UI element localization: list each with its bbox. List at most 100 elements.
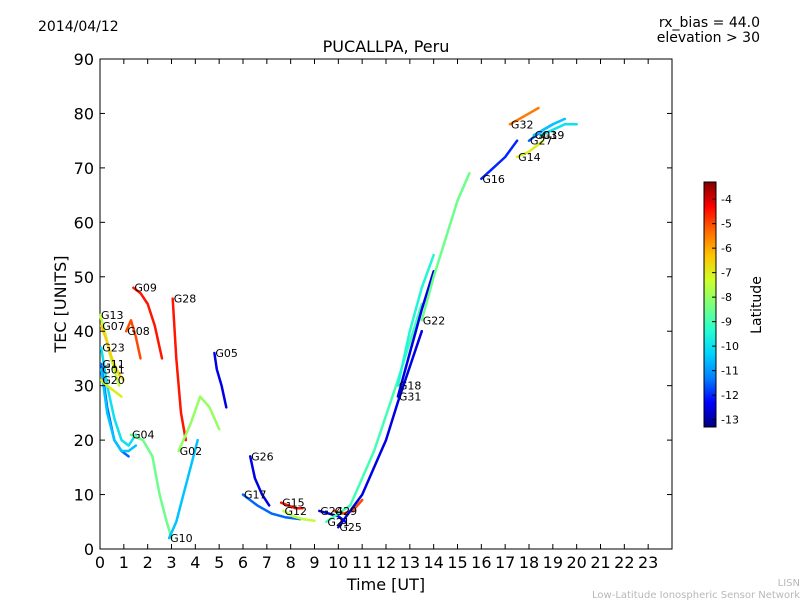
chart-title: PUCALLPA, Peru xyxy=(323,37,450,56)
series-line-g31 xyxy=(396,270,435,398)
series-label-g05: G05 xyxy=(215,347,238,360)
series-label-g21: G21 xyxy=(327,516,350,529)
series-line-g07 xyxy=(99,324,126,382)
colorbar: -4 -5 -6 -7 -8 -9 -10 -11 -12 -13 Latitude xyxy=(703,181,765,428)
x-tick-label: 15 xyxy=(447,553,467,572)
y-tick-label: 70 xyxy=(74,159,94,178)
colorbar-tick-label: -11 xyxy=(721,365,739,378)
series-line-g23 xyxy=(99,346,138,447)
colorbar-tick-label: -5 xyxy=(721,218,732,231)
x-tick-label: 23 xyxy=(638,553,658,572)
y-tick-label: 10 xyxy=(74,486,94,505)
series-label-g28: G28 xyxy=(174,293,197,306)
footer-network: Low-Latitude Ionospheric Sensor Network xyxy=(592,590,800,600)
series-line-g20 xyxy=(99,378,123,398)
x-tick-label: 12 xyxy=(376,553,396,572)
series-line-g03 xyxy=(532,117,567,137)
x-tick-label: 11 xyxy=(352,553,372,572)
series-line-g08 xyxy=(124,319,142,360)
x-tick-label: 17 xyxy=(495,553,515,572)
colorbar-label: Latitude xyxy=(749,276,765,334)
series-label-g08: G08 xyxy=(127,325,150,338)
y-tick-label: 80 xyxy=(74,104,94,123)
y-tick-label: 60 xyxy=(74,213,94,232)
series-label-g18: G18 xyxy=(399,380,422,393)
series-line-g28 xyxy=(171,297,188,442)
x-tick-label: 8 xyxy=(286,553,296,572)
series-line-g26 xyxy=(248,455,271,507)
series-label-g13: G13 xyxy=(101,309,124,322)
series-label-g17: G17 xyxy=(244,489,267,502)
x-tick-label: 10 xyxy=(328,553,348,572)
date-label: 2014/04/12 xyxy=(38,19,119,35)
series-label-g29: G29 xyxy=(335,505,358,518)
x-tick-label: 14 xyxy=(423,553,443,572)
x-tick-label: 1 xyxy=(119,553,129,572)
series-label-g12: G12 xyxy=(285,505,308,518)
series-label-g23: G23 xyxy=(102,342,125,355)
y-tick-label: 30 xyxy=(74,377,94,396)
series-line-g09 xyxy=(132,286,164,360)
series-line-g32 xyxy=(508,106,540,126)
series-line-g15 xyxy=(279,501,304,510)
y-tick-label: 40 xyxy=(74,322,94,341)
colorbar-tick-label: -7 xyxy=(721,267,732,280)
series-label-g15: G15 xyxy=(282,497,305,510)
series-line-g22 xyxy=(420,172,471,322)
series-label-g11: G11 xyxy=(102,358,125,371)
series-label-g25: G25 xyxy=(339,521,362,534)
x-tick-label: 6 xyxy=(238,553,248,572)
colorbar-tick-label: -12 xyxy=(721,389,739,402)
series-label-g19: G19 xyxy=(542,129,565,142)
series-label-g04: G04 xyxy=(132,429,155,442)
series-label-g02: G02 xyxy=(180,445,203,458)
x-tick-label: 18 xyxy=(519,553,539,572)
series-label-g20: G20 xyxy=(102,374,125,387)
colorbar-tick-label: -4 xyxy=(721,193,732,206)
y-tick-label: 50 xyxy=(74,268,94,287)
colorbar-gradient xyxy=(703,181,717,428)
series-line-g18 xyxy=(396,253,435,387)
y-tick-label: 0 xyxy=(84,540,94,559)
series-label-g31: G31 xyxy=(399,391,422,404)
series-line-g10 xyxy=(167,438,199,540)
rx-bias-label: rx_bias = 44.0 xyxy=(659,15,760,31)
series-line-g12 xyxy=(282,509,316,522)
series-line-g14 xyxy=(515,139,545,159)
series-line-g25 xyxy=(337,329,424,529)
elevation-label: elevation > 30 xyxy=(657,30,760,46)
plot-frame xyxy=(99,58,673,550)
series-label-g22: G22 xyxy=(423,314,446,327)
footer-lisn: LISN xyxy=(778,578,800,589)
series-line-g02 xyxy=(177,395,221,453)
series-line-g16 xyxy=(480,139,519,181)
x-tick-label: 16 xyxy=(471,553,491,572)
series-label-g26: G26 xyxy=(251,450,274,463)
x-tick-label: 5 xyxy=(214,553,224,572)
x-axis-ticks: 0 1 2 3 4 5 6 7 8 9 10 11 12 13 14 15 16 17 18 19 20 21 22 23 xyxy=(95,59,658,572)
x-tick-label: 20 xyxy=(566,553,586,572)
colorbar-tick-label: -10 xyxy=(721,340,739,353)
x-tick-label: 7 xyxy=(262,553,272,572)
series-label-g32: G32 xyxy=(511,118,534,131)
colorbar-ticks: -4 -5 -6 -7 -8 -9 -10 -11 -12 -13 xyxy=(712,193,739,427)
series-label-g16: G16 xyxy=(482,173,505,186)
y-axis-ticks: 0 10 20 30 40 50 60 70 80 90 xyxy=(74,50,672,559)
series-line-g05 xyxy=(213,351,228,409)
x-tick-label: 22 xyxy=(614,553,634,572)
series-label-g10: G10 xyxy=(170,532,193,545)
y-tick-label: 90 xyxy=(74,50,94,69)
y-tick-label: 20 xyxy=(74,431,94,450)
x-axis-label: Time [UT] xyxy=(346,575,425,594)
series-label-g09: G09 xyxy=(134,282,157,295)
x-tick-label: 3 xyxy=(166,553,176,572)
series-line-g01 xyxy=(99,368,138,453)
series-line-g24 xyxy=(318,509,347,524)
series-line-g04 xyxy=(129,433,173,540)
x-tick-label: 4 xyxy=(190,553,200,572)
x-tick-label: 9 xyxy=(309,553,319,572)
x-tick-label: 2 xyxy=(143,553,153,572)
series-line-g19 xyxy=(539,123,578,137)
